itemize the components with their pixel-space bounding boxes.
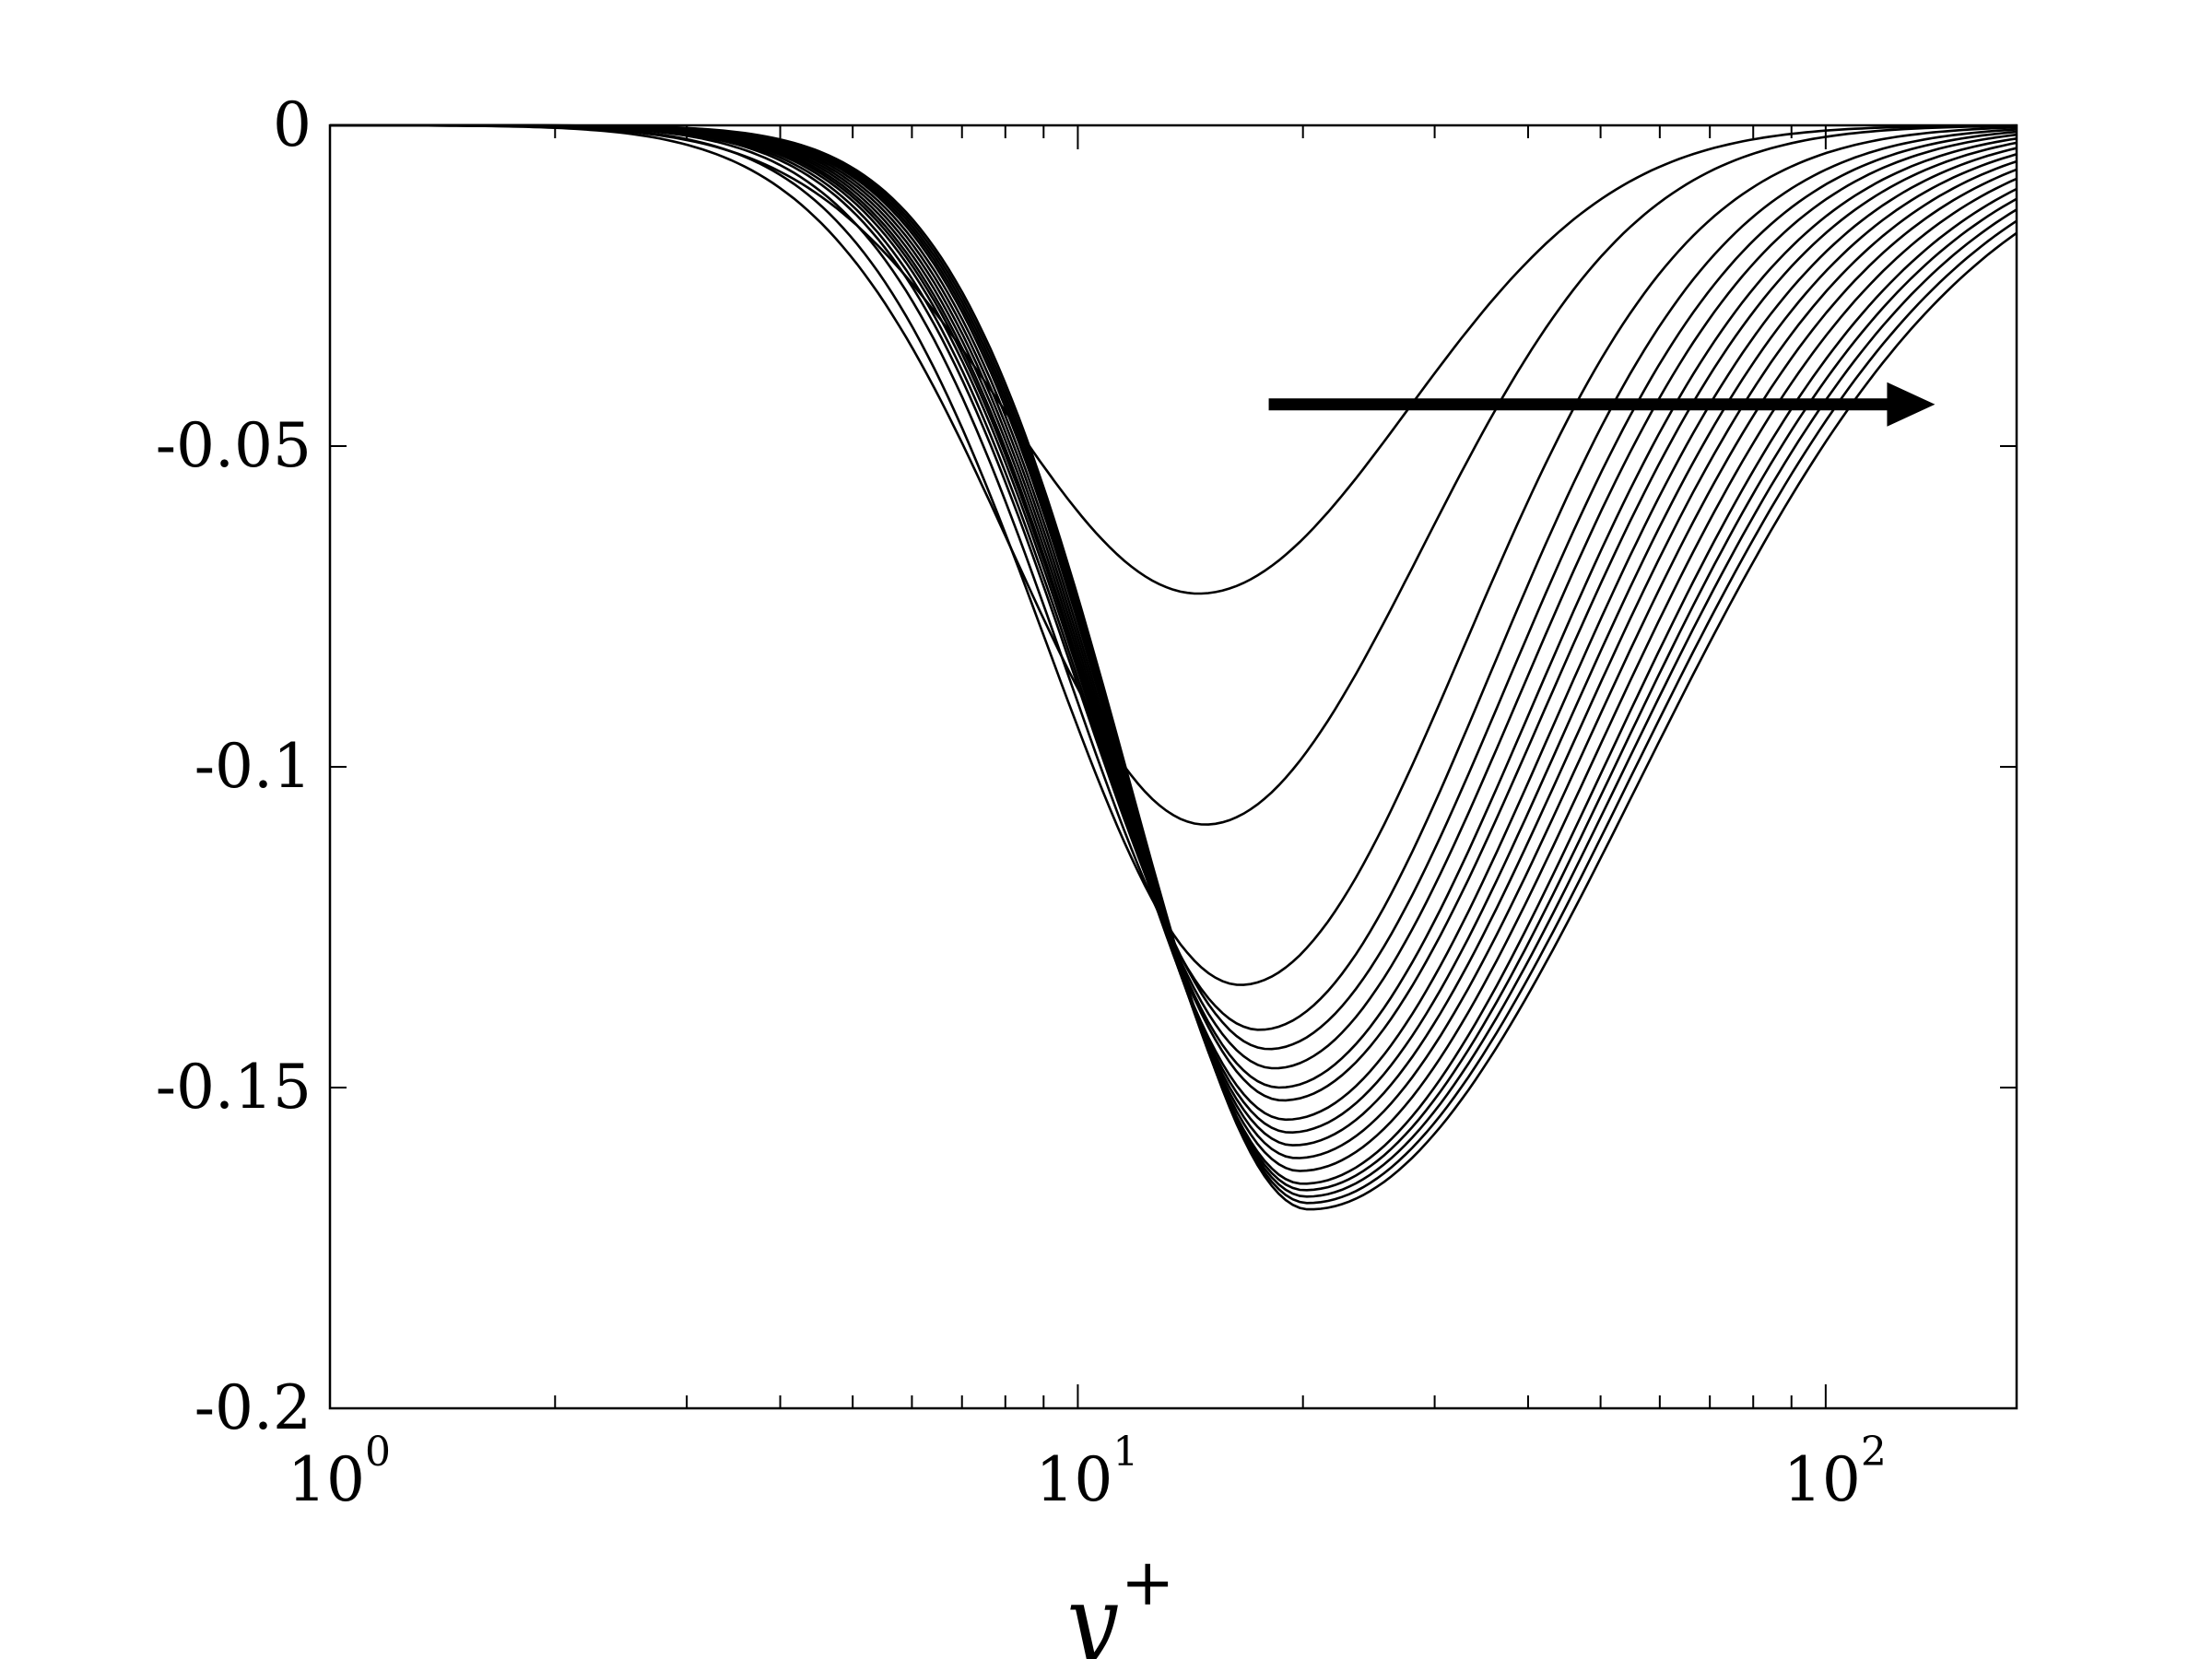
x-tick-label: 102 bbox=[1783, 1429, 1887, 1515]
x-tick-base: 10 bbox=[1783, 1444, 1861, 1515]
series-line-13 bbox=[330, 124, 2018, 1172]
annotation-arrow bbox=[1268, 382, 1936, 427]
axes-frame bbox=[328, 124, 2018, 1410]
series-line-15 bbox=[330, 124, 2018, 1192]
series-line-14 bbox=[330, 124, 2018, 1185]
series-line-5 bbox=[330, 124, 2018, 1051]
x-tick-exponent: 0 bbox=[365, 1429, 391, 1476]
x-axis-label-base: y bbox=[1061, 1567, 1118, 1659]
series-layer bbox=[330, 124, 2018, 1211]
y-tick-label: -0.15 bbox=[156, 1052, 312, 1123]
arrow-head bbox=[1887, 382, 1936, 427]
plot-area bbox=[328, 124, 2018, 1410]
y-tick-label: -0.1 bbox=[194, 731, 312, 802]
series-line-17 bbox=[330, 124, 2018, 1205]
x-axis-label-superscript: + bbox=[1121, 1545, 1175, 1620]
x-tick-base: 10 bbox=[288, 1444, 365, 1515]
series-line-12 bbox=[330, 124, 2018, 1159]
y-tick-label: -0.2 bbox=[194, 1372, 312, 1443]
axis-ticks bbox=[329, 124, 2017, 1409]
x-tick-label: 100 bbox=[288, 1429, 391, 1515]
x-tick-exponent: 1 bbox=[1112, 1429, 1138, 1476]
series-line-4 bbox=[330, 124, 2018, 1031]
x-tick-labels: 100 101 102 bbox=[288, 1429, 1887, 1515]
x-tick-label: 101 bbox=[1035, 1429, 1138, 1515]
y-tick-labels: 0 -0.05 -0.1 -0.15 -0.2 bbox=[156, 89, 312, 1443]
x-tick-exponent: 2 bbox=[1861, 1429, 1887, 1476]
x-axis-label: y+ bbox=[1061, 1545, 1174, 1659]
x-tick-base: 10 bbox=[1035, 1444, 1112, 1515]
series-line-6 bbox=[330, 124, 2018, 1070]
series-line-16 bbox=[330, 124, 2018, 1198]
series-line-18 bbox=[330, 124, 2018, 1211]
y-tick-label: -0.05 bbox=[156, 410, 312, 481]
y-tick-label: 0 bbox=[273, 89, 312, 160]
series-line-11 bbox=[330, 124, 2018, 1147]
series-line-2 bbox=[330, 124, 2018, 826]
series-line-9 bbox=[330, 124, 2018, 1122]
